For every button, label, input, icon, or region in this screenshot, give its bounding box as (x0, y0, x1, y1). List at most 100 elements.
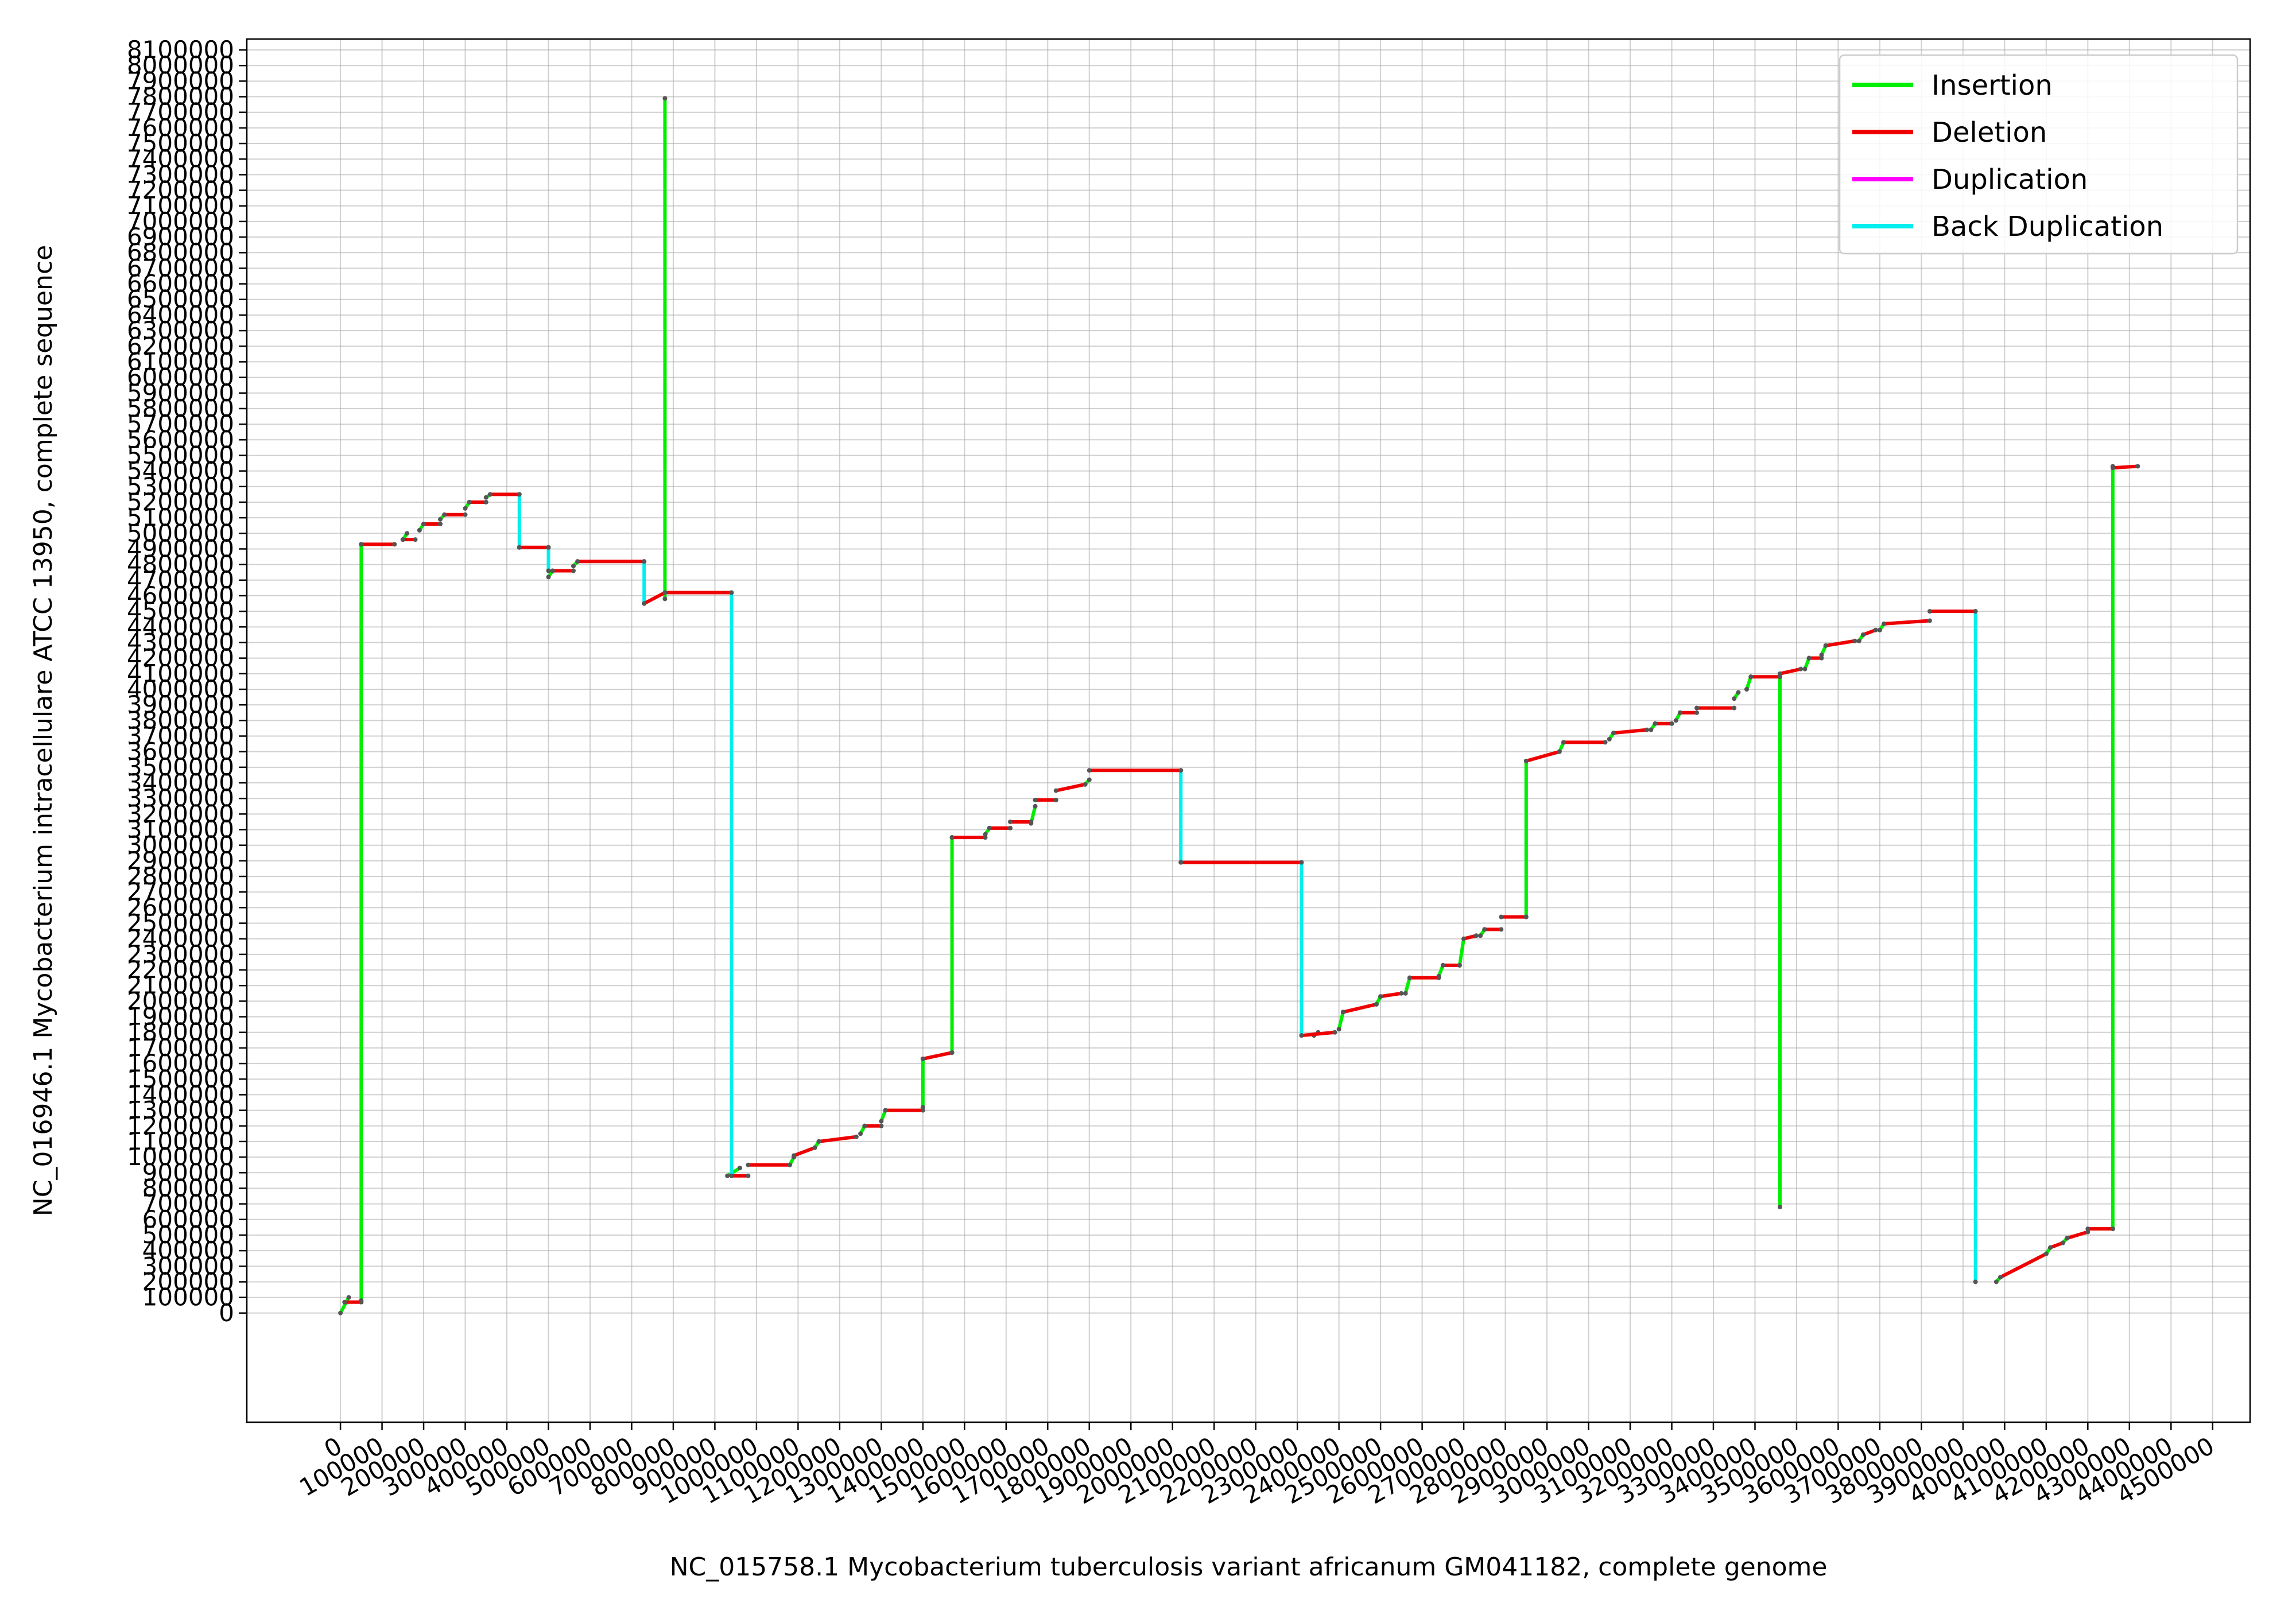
y-tick-label: 600000 (142, 1205, 234, 1233)
deletion-endpoint (550, 568, 555, 573)
insertion-endpoint (1087, 777, 1092, 782)
deletion-endpoint (1669, 721, 1674, 726)
y-tick-label: 3800000 (127, 706, 234, 734)
y-tick-label: 7500000 (127, 129, 234, 157)
y-axis-ticks: 0100000200000300000400000500000600000700… (127, 36, 247, 1327)
deletion-endpoint (987, 825, 992, 830)
y-tick-label: 1500000 (127, 1065, 234, 1093)
deletion-endpoint (812, 1145, 817, 1150)
deletion-endpoint (2065, 1236, 2070, 1241)
deletion-endpoint (1029, 819, 1034, 824)
deletion-endpoint (1374, 1002, 1379, 1007)
deletion-endpoint (1083, 782, 1088, 787)
deletion-endpoint (1523, 758, 1529, 763)
legend-deletion-label: Deletion (1932, 117, 2047, 149)
deletion-endpoint (729, 1173, 734, 1178)
deletion-endpoint (1378, 994, 1383, 999)
y-tick-label: 5300000 (127, 472, 234, 500)
y-tick-label: 3900000 (127, 690, 234, 719)
y-tick-label: 1800000 (127, 1018, 234, 1046)
insertion-endpoint (1336, 1027, 1341, 1032)
y-tick-label: 5700000 (127, 410, 234, 438)
deletion-endpoint (816, 1139, 821, 1144)
deletion-endpoint (1677, 710, 1682, 715)
deletion-endpoint (1499, 927, 1504, 932)
deletion-endpoint (1777, 671, 1782, 676)
insertion-endpoint (1856, 638, 1861, 643)
deletion-endpoint (1998, 1275, 2003, 1280)
deletion-endpoint (1053, 797, 1058, 802)
y-tick-label: 2600000 (127, 893, 234, 921)
deletion-endpoint (1461, 936, 1467, 941)
y-tick-label: 7400000 (127, 145, 234, 173)
deletion-endpoint (1332, 1030, 1337, 1035)
deletion-endpoint (1436, 975, 1441, 980)
insertion-endpoint (1649, 727, 1654, 732)
deletion-segment (642, 591, 667, 605)
deletion-endpoint (2060, 1240, 2065, 1245)
deletion-segment (1379, 991, 1403, 999)
deletion-endpoint (1482, 927, 1487, 932)
y-tick-label: 4500000 (127, 597, 234, 625)
y-tick-label: 200000 (142, 1267, 234, 1295)
deletion-endpoint (571, 568, 576, 573)
y-tick-label: 4000000 (127, 675, 234, 703)
deletion-endpoint (1008, 825, 1013, 830)
insertion-endpoint (405, 531, 410, 536)
deletion-endpoint (1798, 666, 1804, 671)
deletion-endpoint (1973, 609, 1978, 614)
deletion-segment (921, 1051, 954, 1061)
deletion-endpoint (642, 601, 647, 606)
deletion-endpoint (1440, 962, 1445, 968)
y-tick-label: 100000 (142, 1283, 234, 1311)
deletion-endpoint (1008, 819, 1013, 824)
y-axis-title: NC_016946.1 Mycobacterium intracellulare… (29, 245, 58, 1216)
y-tick-label: 5100000 (127, 503, 234, 531)
deletion-endpoint (787, 1162, 792, 1167)
deletion-endpoint (642, 559, 647, 564)
y-tick-label: 4800000 (127, 550, 234, 579)
deletion-endpoint (1557, 749, 1562, 754)
deletion-endpoint (1748, 674, 1754, 680)
x-axis-title: NC_015758.1 Mycobacterium tuberculosis v… (670, 1552, 1828, 1582)
insertion-segment (1403, 976, 1411, 995)
deletion-endpoint (1033, 797, 1038, 802)
deletion-segment (1882, 619, 1932, 626)
deletion-endpoint (1499, 914, 1504, 919)
deletion-endpoint (2085, 1226, 2091, 1232)
insertion-endpoint (483, 495, 488, 500)
y-tick-label: 1100000 (127, 1127, 234, 1155)
y-tick-label: 3100000 (127, 816, 234, 844)
deletion-segment (2111, 464, 2140, 470)
y-tick-label: 4600000 (127, 581, 234, 610)
deletion-segment (1778, 667, 1803, 676)
deletion-segment (1054, 782, 1087, 793)
y-tick-label: 2500000 (127, 909, 234, 937)
legend-back-duplication-label: Back Duplication (1932, 211, 2163, 243)
y-tick-label: 500000 (142, 1221, 234, 1249)
insertion-endpoint (662, 596, 668, 601)
y-tick-label: 6000000 (127, 363, 234, 391)
deletion-endpoint (1653, 721, 1658, 726)
legend-duplication-label: Duplication (1932, 164, 2088, 196)
deletion-endpoint (467, 499, 472, 504)
insertion-endpoint (1033, 804, 1038, 809)
insertion-endpoint (1673, 718, 1678, 723)
y-tick-label: 3700000 (127, 722, 234, 750)
insertion-endpoint (1478, 933, 1483, 938)
y-tick-label: 2200000 (127, 956, 234, 984)
deletion-endpoint (792, 1153, 797, 1158)
y-tick-label: 4900000 (127, 534, 234, 562)
deletion-endpoint (746, 1173, 751, 1178)
insertion-endpoint (1994, 1279, 1999, 1284)
y-tick-label: 6200000 (127, 332, 234, 360)
back-duplication-endpoint (1973, 1279, 1978, 1284)
deletion-endpoint (488, 492, 493, 497)
x-axis-ticks: 0100000200000300000400000500000600000700… (294, 1422, 2219, 1509)
deletion-endpoint (1611, 731, 1616, 736)
insertion-endpoint (571, 564, 576, 569)
insertion-endpoint (662, 96, 668, 101)
deletion-endpoint (1694, 705, 1699, 711)
y-tick-label: 2900000 (127, 847, 234, 875)
y-tick-label: 5200000 (127, 488, 234, 516)
